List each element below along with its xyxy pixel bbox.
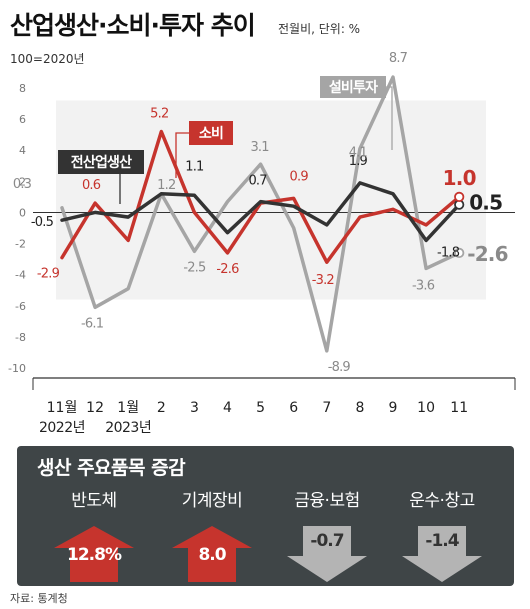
legend-label: 전산업생산 [71, 154, 132, 171]
x-tick-label: 3 [190, 400, 199, 416]
panel-title: 생산 주요품목 증감 [37, 457, 186, 479]
x-tick-label: 6 [289, 400, 298, 416]
x-tick-label: 8 [355, 400, 364, 416]
data-label: 8.7 [389, 51, 408, 66]
data-label: 0.9 [290, 169, 309, 184]
data-label: 0.6 [82, 178, 101, 193]
data-label: -6.1 [81, 316, 104, 331]
data-label: -2.6 [467, 242, 508, 266]
data-label: 1.9 [349, 154, 368, 169]
item-value: -0.7 [310, 531, 344, 551]
year-label: 2023년 [105, 420, 151, 436]
legend-label: 설비투자 [329, 80, 378, 96]
x-tick-label: 11 [450, 400, 468, 416]
item-name: 기계장비 [181, 491, 243, 511]
item-name: 운수·창고 [409, 491, 475, 511]
data-label: 0.3 [13, 177, 32, 192]
data-label: 3.1 [250, 140, 269, 155]
x-tick-label: 10 [417, 400, 435, 416]
legend-leader [386, 86, 393, 150]
data-label: 1.2 [157, 178, 175, 193]
data-label: -8.9 [328, 360, 351, 375]
item-1: 반도체 12.8% [39, 482, 149, 582]
item-4: 운수·창고 -1.4 [387, 482, 497, 582]
legend-box [320, 76, 386, 98]
y-tick-label: 8 [19, 82, 26, 95]
data-label: 5.2 [150, 107, 168, 122]
production-items-panel: 생산 주요품목 증감 반도체 12.8% 기계장비 8.0 금융·보험 -0.7 운수·창고… [17, 446, 514, 586]
item-3: 금융·보험 -0.7 [272, 482, 382, 582]
series-line-2 [60, 75, 461, 353]
y-tick-label: -2 [15, 238, 26, 251]
end-point-marker [454, 247, 465, 258]
unit-note: 전월비, 단위: % [278, 22, 361, 36]
data-label: 0.7 [248, 174, 267, 189]
item-2: 기계장비 8.0 [157, 482, 267, 582]
legend-box [58, 150, 144, 174]
series-line-0 [60, 181, 461, 243]
base-note: 100=2020년 [10, 52, 85, 66]
data-label: -3.2 [312, 273, 334, 288]
y-tick-label: -10 [8, 362, 26, 375]
data-label: -2.6 [216, 262, 239, 277]
item-name: 금융·보험 [294, 491, 360, 511]
y-tick-label: 6 [19, 113, 26, 126]
y-tick-label: 2 [19, 175, 26, 188]
y-tick-label: 4 [19, 144, 26, 157]
item-value: 8.0 [198, 545, 226, 565]
arrow-up-icon [172, 526, 252, 582]
data-label: -2.9 [37, 267, 60, 282]
x-tick-label: 12 [86, 400, 104, 416]
x-tick-label: 11월 [47, 400, 78, 416]
data-label: -1.8 [437, 245, 460, 260]
data-label: -2.5 [183, 260, 206, 275]
arrow-up-icon [54, 526, 134, 582]
y-tick-label: 0 [19, 206, 26, 219]
x-tick-label: 1월 [117, 400, 139, 416]
x-tick-label: 9 [389, 400, 398, 416]
line-chart: 100=2020년 -10 -8 -6 -4 -2 0 2 4 6 8 11월 12 1월 2 3 4 5 6 7 8 9… [8, 51, 516, 436]
legend-label: 소비 [199, 126, 223, 142]
end-point-marker [454, 191, 465, 202]
x-tick-label: 7 [322, 400, 331, 416]
y-tick-label: -8 [15, 331, 26, 344]
item-value: 12.8% [67, 545, 122, 565]
item-value: -1.4 [425, 531, 459, 551]
item-name: 반도체 [71, 491, 117, 511]
arrow-down-icon [402, 526, 482, 582]
year-label: 2022년 [39, 420, 85, 436]
legend-box [189, 121, 233, 145]
data-label: 1.1 [185, 159, 204, 174]
data-label: -0.5 [31, 215, 54, 230]
x-tick-label: 5 [256, 400, 265, 416]
y-tick-label: -6 [15, 300, 26, 313]
source-note: 자료: 통계청 [10, 592, 68, 605]
data-label: 0.5 [469, 191, 502, 215]
data-label: -3.6 [412, 278, 435, 293]
y-tick-label: -4 [15, 269, 26, 282]
page-title: 산업생산·소비·투자 추이 [10, 11, 256, 40]
data-label: 1.0 [443, 166, 476, 190]
data-label: 4.1 [349, 146, 368, 161]
legend-leader [175, 132, 189, 178]
x-tick-label: 4 [223, 400, 232, 416]
x-tick-label: 2 [157, 400, 166, 416]
arrow-down-icon [287, 526, 367, 582]
